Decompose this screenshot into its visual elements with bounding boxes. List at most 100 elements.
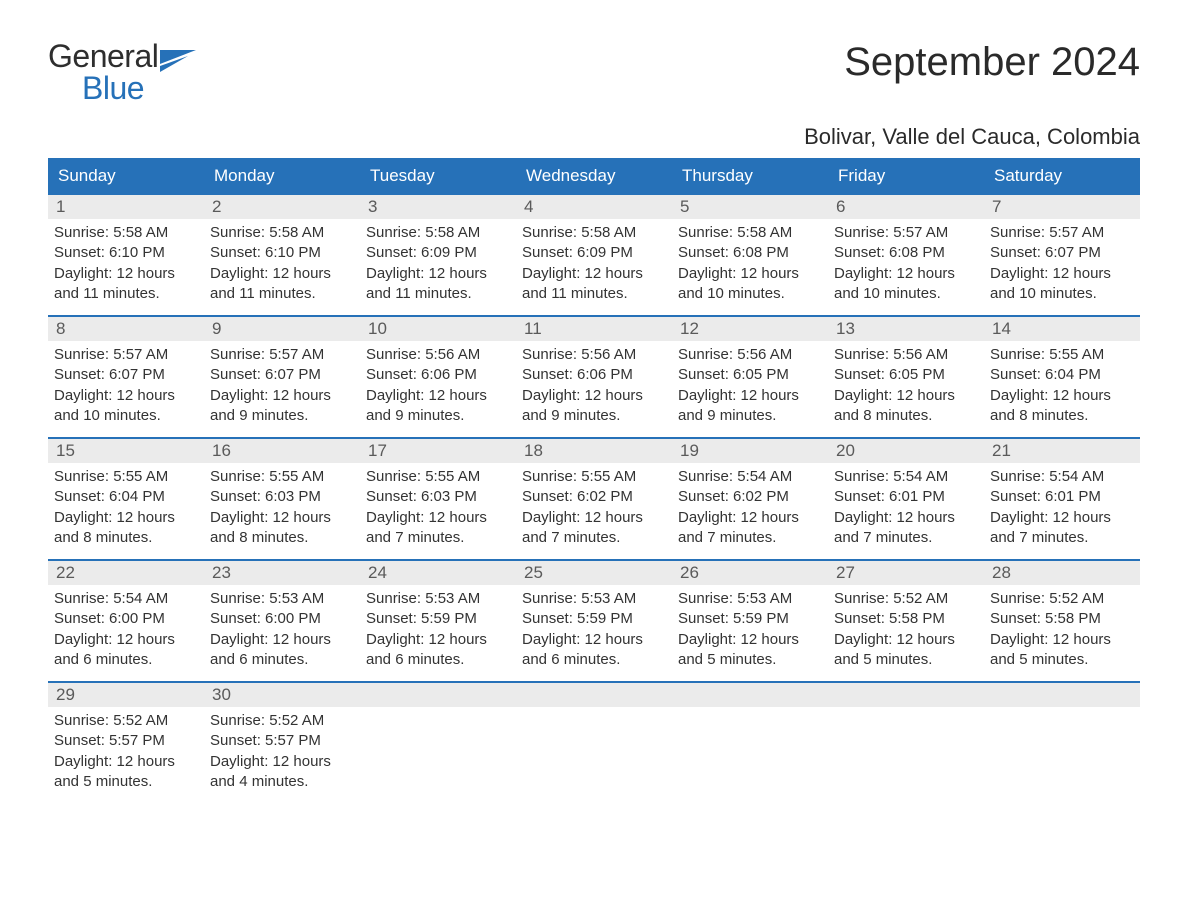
logo-text-general: General [48, 40, 158, 72]
calendar-day [516, 683, 672, 803]
calendar-week: 1Sunrise: 5:58 AMSunset: 6:10 PMDaylight… [48, 193, 1140, 315]
day-sunset: Sunset: 6:03 PM [210, 487, 354, 507]
day-sunset: Sunset: 6:07 PM [210, 365, 354, 385]
calendar-day: 16Sunrise: 5:55 AMSunset: 6:03 PMDayligh… [204, 439, 360, 559]
day-number: 17 [360, 439, 516, 463]
day-dl2: and 10 minutes. [834, 284, 978, 304]
calendar-day: 23Sunrise: 5:53 AMSunset: 6:00 PMDayligh… [204, 561, 360, 681]
day-dl2: and 7 minutes. [678, 528, 822, 548]
day-body: Sunrise: 5:52 AMSunset: 5:58 PMDaylight:… [984, 585, 1140, 676]
day-dl2: and 11 minutes. [366, 284, 510, 304]
day-dl2: and 6 minutes. [54, 650, 198, 670]
day-body: Sunrise: 5:56 AMSunset: 6:06 PMDaylight:… [360, 341, 516, 432]
day-dl2: and 7 minutes. [834, 528, 978, 548]
day-body: Sunrise: 5:53 AMSunset: 5:59 PMDaylight:… [672, 585, 828, 676]
day-sunrise: Sunrise: 5:52 AM [54, 711, 198, 731]
logo-flag-icon [160, 50, 196, 72]
day-number: 4 [516, 195, 672, 219]
day-sunrise: Sunrise: 5:53 AM [678, 589, 822, 609]
day-dl2: and 5 minutes. [834, 650, 978, 670]
day-number: 7 [984, 195, 1140, 219]
day-sunrise: Sunrise: 5:57 AM [54, 345, 198, 365]
day-dl2: and 8 minutes. [54, 528, 198, 548]
day-sunset: Sunset: 5:59 PM [522, 609, 666, 629]
day-body: Sunrise: 5:58 AMSunset: 6:10 PMDaylight:… [48, 219, 204, 310]
day-sunrise: Sunrise: 5:58 AM [678, 223, 822, 243]
day-dl2: and 9 minutes. [210, 406, 354, 426]
day-sunset: Sunset: 5:58 PM [834, 609, 978, 629]
day-sunset: Sunset: 6:09 PM [522, 243, 666, 263]
calendar-week: 22Sunrise: 5:54 AMSunset: 6:00 PMDayligh… [48, 559, 1140, 681]
day-body: Sunrise: 5:53 AMSunset: 5:59 PMDaylight:… [360, 585, 516, 676]
day-sunset: Sunset: 6:07 PM [990, 243, 1134, 263]
day-sunrise: Sunrise: 5:52 AM [834, 589, 978, 609]
day-sunrise: Sunrise: 5:54 AM [990, 467, 1134, 487]
day-body: Sunrise: 5:53 AMSunset: 5:59 PMDaylight:… [516, 585, 672, 676]
day-dl2: and 10 minutes. [54, 406, 198, 426]
calendar-day [672, 683, 828, 803]
day-number: 19 [672, 439, 828, 463]
day-body: Sunrise: 5:53 AMSunset: 6:00 PMDaylight:… [204, 585, 360, 676]
day-body: Sunrise: 5:57 AMSunset: 6:07 PMDaylight:… [204, 341, 360, 432]
title-block: September 2024 [844, 40, 1140, 85]
day-dl2: and 11 minutes. [522, 284, 666, 304]
day-number: 1 [48, 195, 204, 219]
day-sunset: Sunset: 6:02 PM [522, 487, 666, 507]
calendar-day: 10Sunrise: 5:56 AMSunset: 6:06 PMDayligh… [360, 317, 516, 437]
day-sunset: Sunset: 5:58 PM [990, 609, 1134, 629]
day-dl2: and 8 minutes. [210, 528, 354, 548]
day-number: 11 [516, 317, 672, 341]
day-body: Sunrise: 5:55 AMSunset: 6:02 PMDaylight:… [516, 463, 672, 554]
calendar-day: 28Sunrise: 5:52 AMSunset: 5:58 PMDayligh… [984, 561, 1140, 681]
dow-thursday: Thursday [672, 160, 828, 193]
day-body: Sunrise: 5:58 AMSunset: 6:10 PMDaylight:… [204, 219, 360, 310]
day-dl1: Daylight: 12 hours [990, 386, 1134, 406]
calendar-week: 29Sunrise: 5:52 AMSunset: 5:57 PMDayligh… [48, 681, 1140, 803]
day-sunrise: Sunrise: 5:55 AM [54, 467, 198, 487]
day-body: Sunrise: 5:55 AMSunset: 6:04 PMDaylight:… [984, 341, 1140, 432]
day-sunset: Sunset: 6:00 PM [210, 609, 354, 629]
day-dl1: Daylight: 12 hours [54, 630, 198, 650]
day-body: Sunrise: 5:54 AMSunset: 6:01 PMDaylight:… [828, 463, 984, 554]
calendar-day: 11Sunrise: 5:56 AMSunset: 6:06 PMDayligh… [516, 317, 672, 437]
day-body: Sunrise: 5:57 AMSunset: 6:07 PMDaylight:… [48, 341, 204, 432]
calendar-day: 9Sunrise: 5:57 AMSunset: 6:07 PMDaylight… [204, 317, 360, 437]
day-number: 16 [204, 439, 360, 463]
dow-saturday: Saturday [984, 160, 1140, 193]
day-sunrise: Sunrise: 5:58 AM [366, 223, 510, 243]
day-sunset: Sunset: 6:02 PM [678, 487, 822, 507]
day-dl2: and 4 minutes. [210, 772, 354, 792]
day-number: 3 [360, 195, 516, 219]
day-sunrise: Sunrise: 5:54 AM [54, 589, 198, 609]
day-dl1: Daylight: 12 hours [54, 508, 198, 528]
day-body: Sunrise: 5:55 AMSunset: 6:03 PMDaylight:… [204, 463, 360, 554]
day-sunrise: Sunrise: 5:57 AM [834, 223, 978, 243]
day-dl2: and 5 minutes. [990, 650, 1134, 670]
day-sunset: Sunset: 6:00 PM [54, 609, 198, 629]
day-number [516, 683, 672, 707]
calendar-day [360, 683, 516, 803]
day-sunset: Sunset: 6:08 PM [834, 243, 978, 263]
calendar-day: 22Sunrise: 5:54 AMSunset: 6:00 PMDayligh… [48, 561, 204, 681]
day-dl1: Daylight: 12 hours [834, 386, 978, 406]
day-number: 29 [48, 683, 204, 707]
day-sunrise: Sunrise: 5:52 AM [990, 589, 1134, 609]
day-dl1: Daylight: 12 hours [990, 508, 1134, 528]
day-number: 25 [516, 561, 672, 585]
day-sunset: Sunset: 6:08 PM [678, 243, 822, 263]
day-sunrise: Sunrise: 5:58 AM [522, 223, 666, 243]
day-number: 27 [828, 561, 984, 585]
day-sunset: Sunset: 6:10 PM [210, 243, 354, 263]
day-number [672, 683, 828, 707]
calendar-day: 21Sunrise: 5:54 AMSunset: 6:01 PMDayligh… [984, 439, 1140, 559]
day-number: 21 [984, 439, 1140, 463]
calendar-day: 25Sunrise: 5:53 AMSunset: 5:59 PMDayligh… [516, 561, 672, 681]
day-dl2: and 6 minutes. [210, 650, 354, 670]
day-dl2: and 5 minutes. [678, 650, 822, 670]
calendar-day: 19Sunrise: 5:54 AMSunset: 6:02 PMDayligh… [672, 439, 828, 559]
dow-monday: Monday [204, 160, 360, 193]
day-sunset: Sunset: 5:59 PM [678, 609, 822, 629]
calendar-day [828, 683, 984, 803]
month-title: September 2024 [844, 40, 1140, 85]
day-dl1: Daylight: 12 hours [366, 508, 510, 528]
